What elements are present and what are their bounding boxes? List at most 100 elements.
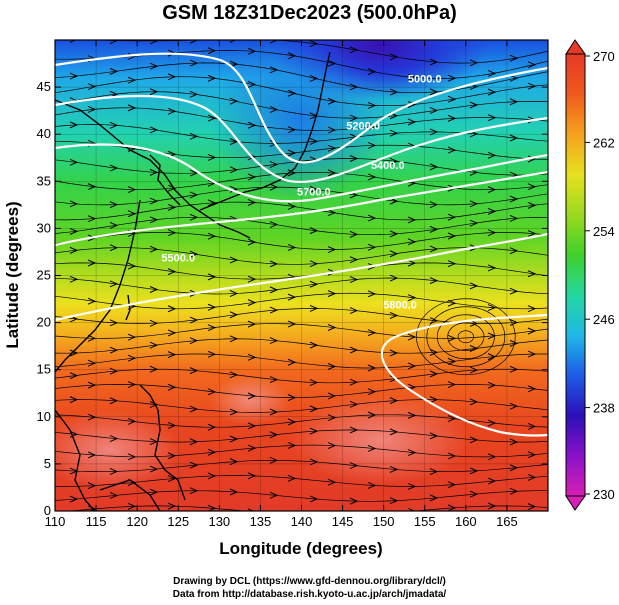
stream-arrow: [389, 250, 399, 258]
stream-arrow: [127, 354, 137, 362]
x-tick-label: 120: [126, 514, 148, 529]
stream-arrow: [429, 468, 439, 476]
stream-arrow: [87, 259, 97, 267]
stream-arrow: [287, 358, 297, 366]
stream-arrow: [389, 197, 399, 205]
stream-arrow: [167, 351, 177, 359]
colorbar-tick-label: 270: [593, 49, 615, 64]
y-tick-label: 20: [37, 315, 51, 330]
stream-arrow: [509, 195, 519, 203]
stream-arrow: [509, 287, 519, 295]
stream-arrow: [429, 494, 439, 502]
streamline: [55, 171, 548, 191]
contour-label: 5200.0: [346, 120, 380, 132]
stream-arrow: [87, 215, 97, 223]
stream-arrow: [367, 364, 377, 372]
stream-arrow: [367, 141, 377, 149]
stream-arrow: [407, 238, 417, 246]
stream-arrow: [69, 72, 79, 80]
stream-arrow: [527, 155, 537, 163]
stream-arrow: [287, 394, 297, 402]
stream-arrow: [367, 290, 377, 298]
stream-arrow: [429, 107, 439, 114]
stream-arrow: [269, 456, 279, 464]
stream-arrow: [327, 126, 337, 134]
stream-arrow: [487, 453, 497, 461]
stream-arrow: [269, 221, 279, 229]
streamline: [55, 277, 548, 295]
stream-arrow: [109, 164, 119, 172]
stream-arrow: [389, 465, 399, 473]
stream-arrow: [287, 149, 297, 157]
stream-arrow: [247, 199, 257, 206]
streamline: [55, 444, 548, 458]
stream-arrow: [447, 381, 457, 388]
y-tick-label: 10: [37, 409, 51, 424]
colorbar-tick-label: 238: [593, 401, 615, 416]
credit-drawing: Drawing by DCL (https://www.gfd-dennou.o…: [173, 576, 446, 587]
stream-arrow: [189, 405, 199, 413]
stream-arrow: [247, 472, 257, 480]
stream-arrow: [327, 246, 337, 253]
stream-arrow: [309, 405, 319, 413]
stream-arrow: [407, 507, 416, 511]
stream-arrow: [469, 219, 479, 227]
stream-arrow: [269, 337, 279, 345]
stream-arrow: [527, 61, 537, 69]
contour-label: 5500.0: [161, 252, 195, 264]
stream-arrow: [287, 52, 297, 60]
stream-arrow: [269, 491, 279, 499]
stream-arrow: [269, 139, 279, 147]
stream-arrow: [87, 297, 97, 305]
stream-arrow: [149, 88, 159, 96]
stream-arrow: [149, 126, 159, 134]
stream-arrow: [309, 280, 319, 288]
stream-arrow: [389, 230, 399, 238]
stream-arrow: [69, 200, 79, 208]
colorbar-tick-label: 246: [593, 312, 615, 327]
stream-arrow: [447, 95, 457, 103]
stream-arrow: [527, 270, 537, 278]
stream-arrow: [287, 418, 297, 426]
stream-arrow: [429, 317, 439, 325]
x-tick-label: 160: [455, 514, 477, 529]
stream-arrow: [429, 163, 439, 171]
stream-arrow: [469, 345, 479, 352]
stream-arrow: [389, 428, 399, 436]
stream-arrow: [527, 503, 537, 511]
stream-arrow: [527, 422, 537, 430]
stream-arrow: [389, 129, 399, 137]
stream-arrow: [69, 275, 79, 283]
stream-arrow: [447, 357, 457, 365]
stream-arrow: [407, 482, 417, 490]
stream-arrow: [407, 118, 417, 126]
streamline: [55, 384, 548, 398]
stream-arrow: [229, 335, 239, 343]
stream-arrow: [247, 299, 257, 307]
stream-arrow: [149, 465, 159, 473]
stream-arrow: [167, 305, 177, 313]
stream-arrow: [309, 495, 319, 503]
colorbar-tick-label: 254: [593, 224, 615, 239]
stream-arrow: [149, 365, 159, 373]
stream-arrow: [327, 144, 337, 152]
stream-arrow: [247, 392, 257, 400]
stream-arrow: [229, 458, 239, 466]
stream-arrow: [527, 327, 537, 335]
stream-arrow: [429, 432, 439, 440]
coastline-korea: [149, 154, 181, 206]
stream-arrow: [509, 464, 519, 472]
stream-arrow: [349, 497, 359, 505]
stream-arrow: [287, 126, 297, 134]
stream-arrow: [367, 329, 377, 337]
credit-data: Data from http://database.rish.kyoto-u.a…: [172, 589, 447, 600]
stream-arrow: [287, 89, 297, 97]
contour-label: 5800.0: [383, 299, 417, 311]
stream-arrow: [349, 46, 359, 54]
stream-arrow: [109, 468, 119, 475]
colorbar-ticks: 270 262 254 246 238 230: [585, 49, 615, 502]
stream-arrow: [207, 423, 217, 431]
y-tick-label: 35: [37, 173, 51, 188]
stream-arrow: [189, 169, 199, 177]
